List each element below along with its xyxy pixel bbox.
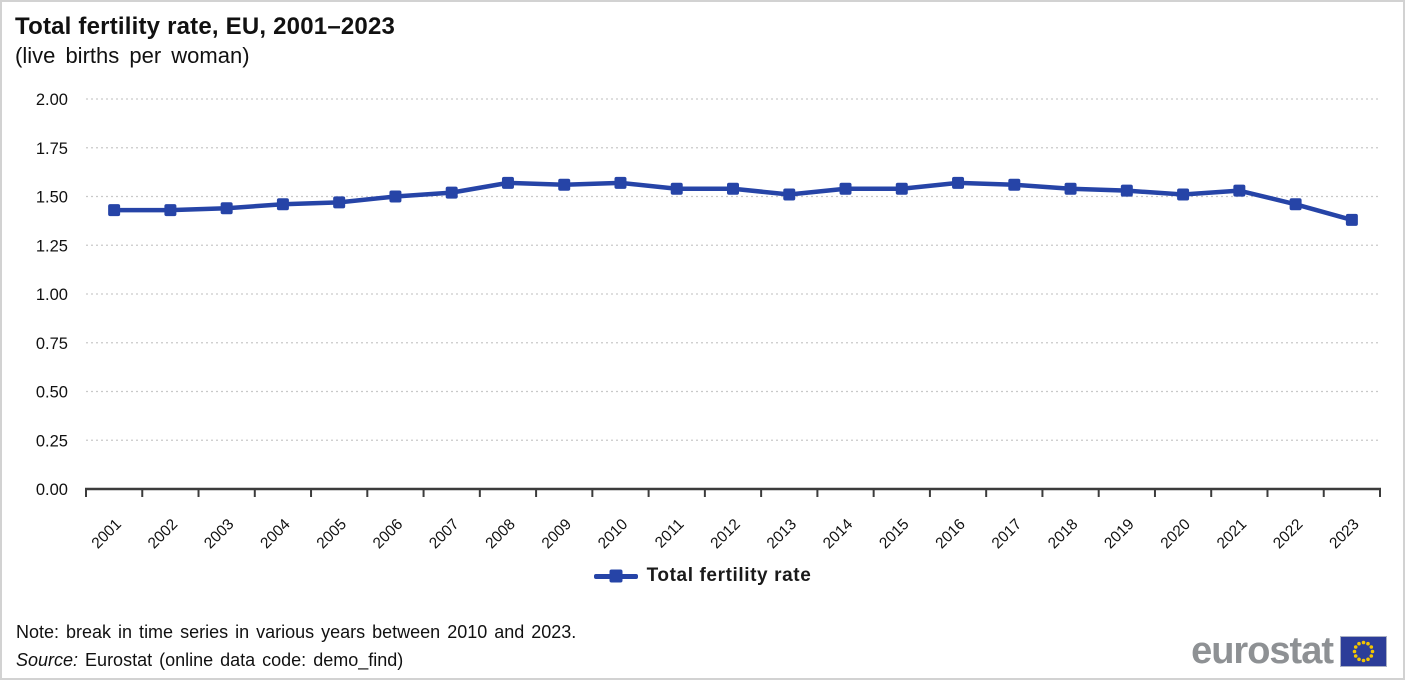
note-text: Note: break in time series in various ye… [16, 622, 577, 642]
x-axis-tick-label: 2019 [1101, 516, 1137, 552]
eu-flag-part [1352, 649, 1357, 653]
y-axis-tick-label: 0.00 [36, 481, 68, 499]
data-point-marker [276, 198, 289, 211]
y-axis-tick-label: 0.75 [36, 335, 68, 353]
x-axis-tick-label: 2007 [426, 516, 462, 552]
x-axis-tick-label: 2009 [539, 516, 575, 552]
data-point-marker [164, 204, 177, 217]
data-point-marker [501, 176, 514, 189]
eurostat-logo-text: eurostat [1191, 630, 1334, 672]
eu-flag-part [1361, 640, 1366, 644]
x-axis-tick-label: 2005 [314, 516, 350, 552]
data-point-marker [389, 190, 402, 203]
x-axis-tick-label: 2013 [764, 516, 800, 552]
chart-subtitle: (live births per woman) [15, 43, 250, 68]
legend-line-marker-icon [593, 569, 638, 583]
data-point-marker [1345, 213, 1358, 226]
data-point-marker [727, 182, 739, 195]
eu-flag-part [1361, 658, 1366, 662]
data-point-marker [1064, 182, 1077, 195]
legend-square-marker-icon [609, 569, 623, 583]
footnotes: Note: break in time series in various ye… [16, 618, 576, 674]
y-axis-tick-label: 0.25 [36, 432, 68, 450]
x-axis-tick-label: 2014 [820, 516, 857, 553]
x-axis-tick-label: 2008 [482, 516, 518, 552]
chart-title: Total fertility rate, EU, 2001–2023 [15, 13, 396, 40]
eu-flag-part [1353, 653, 1358, 658]
x-axis-tick-label: 2010 [595, 516, 632, 553]
x-axis-tick-label: 2001 [89, 516, 125, 552]
data-point-marker [1233, 184, 1246, 197]
data-point-marker [445, 186, 458, 199]
data-point-marker [220, 202, 233, 215]
eu-flag-part [1366, 656, 1370, 661]
chart-header: Total fertility rate, EU, 2001–2023 (liv… [15, 12, 395, 70]
eu-flag-part [1357, 641, 1361, 646]
x-axis-tick-label: 2015 [876, 516, 912, 552]
x-axis-tick-label: 2023 [1326, 516, 1362, 552]
x-axis-tick-label: 2016 [932, 516, 968, 552]
data-point-marker [839, 182, 852, 195]
data-point-marker [1289, 198, 1302, 211]
eu-flag-part [1369, 644, 1374, 649]
eu-flag-part [1357, 656, 1361, 661]
data-point-marker [670, 182, 683, 195]
source-text: Source: Eurostat (online data code: demo… [16, 646, 576, 674]
x-axis-tick-label: 2011 [652, 516, 688, 552]
eurostat-logo: eurostat [1191, 632, 1387, 670]
x-axis-tick-label: 2006 [370, 516, 406, 552]
data-point-marker [895, 182, 908, 195]
line-chart-plot-area: 0.00 0.25 0.50 0.75 1.00 1.25 1.50 1.75 2.00 2001… [36, 92, 1381, 553]
y-axis-tick-label: 1.25 [36, 237, 68, 255]
eu-flag-part [1366, 641, 1370, 646]
data-point-marker [108, 204, 121, 217]
data-point-marker [783, 188, 796, 201]
source-rest: Eurostat (online data code: demo_find) [78, 650, 404, 670]
x-axis-tick-label: 2002 [145, 516, 181, 552]
eu-flag-part [1353, 644, 1358, 649]
y-axis-tick-label: 0.50 [36, 384, 68, 402]
x-axis-tick-label: 2012 [707, 516, 743, 552]
x-axis-tick-label: 2022 [1270, 516, 1306, 552]
x-axis-tick-label: 2017 [989, 516, 1025, 552]
data-point-marker [558, 178, 571, 191]
data-point-marker [1120, 184, 1133, 197]
data-point-marker [952, 176, 965, 189]
x-axis-tick-label: 2021 [1214, 516, 1250, 552]
data-point-marker [614, 176, 627, 189]
source-prefix: Source: [16, 650, 79, 670]
x-axis-tick-label: 2020 [1158, 516, 1195, 553]
chart-legend: Total fertility rate [2, 565, 1403, 587]
data-point-marker [1177, 188, 1190, 201]
x-axis-tick-label: 2004 [257, 516, 294, 553]
y-axis-tick-label: 1.00 [36, 286, 68, 304]
x-axis-tick-label: 2003 [201, 516, 237, 552]
y-axis-tick-label: 1.50 [36, 189, 68, 207]
y-axis-tick-label: 1.75 [36, 140, 68, 158]
y-axis-tick-label: 2.00 [36, 92, 68, 109]
eu-flag-part [1369, 653, 1374, 658]
x-axis-tick-label: 2018 [1045, 516, 1081, 552]
eu-flag-icon [1340, 635, 1387, 667]
eu-flag-part [1370, 649, 1375, 653]
legend-label: Total fertility rate [646, 565, 812, 586]
data-point-marker [333, 196, 346, 209]
data-point-marker [1008, 178, 1021, 191]
